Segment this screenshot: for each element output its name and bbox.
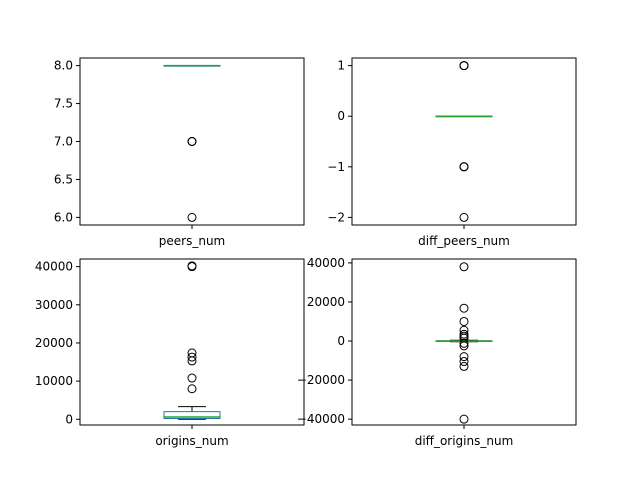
y-tick-label: 7.5 [54,97,73,111]
y-tick-label: 40000 [307,256,345,270]
outlier-point [459,414,469,424]
outlier-point [459,262,469,272]
x-tick-label: diff_peers_num [418,234,510,248]
outlier-point [459,341,469,351]
outlier-point [187,384,197,394]
outlier-point [187,262,197,272]
box [163,411,221,420]
outlier-point [459,338,469,348]
y-tick-label: −40000 [297,412,345,426]
outlier-point [187,356,197,366]
x-tick-label: peers_num [159,234,225,248]
y-tick-label: 0 [337,109,345,123]
subplot-3: 0 10000 20000 30000 40000 origins_num [35,258,305,448]
x-tick-label: diff_origins_num [415,434,514,448]
y-tick-label: 40000 [35,260,73,274]
y-tick-label: 7.0 [54,135,73,149]
y-tick-label: −2 [327,210,345,224]
outlier-point [459,61,469,71]
y-tick-label: −20000 [297,373,345,387]
y-tick-label: 8.0 [54,59,73,73]
outlier-point [187,352,197,362]
subplot-4: −40000 −20000 0 20000 40000 diff_origins_num [297,256,577,448]
outlier-point [459,316,469,326]
outlier-point [459,303,469,313]
outlier-point [459,212,469,222]
outlier-point [187,137,197,146]
x-tick-label: origins_num [155,434,228,448]
outlier-point [459,357,469,367]
subplot-2: −2 −1 0 1 diff_peers_num [327,57,577,248]
y-tick-label: 20000 [307,295,345,309]
y-tick-label: 20000 [35,336,73,350]
y-tick-label: 6.0 [54,210,73,224]
outlier-point [187,373,197,383]
y-tick-label: −1 [327,160,345,174]
outlier-point [459,352,469,362]
outlier-point [459,361,469,371]
subplot-1: 6.0 6.5 7.0 7.5 8.0 peers_num [54,57,305,248]
y-tick-label: 6.5 [54,172,73,186]
y-tick-label: 0 [65,412,73,426]
y-tick-label: 0 [337,334,345,348]
y-tick-label: 30000 [35,298,73,312]
y-tick-label: 10000 [35,374,73,388]
y-tick-label: 1 [337,59,345,73]
outlier-point [187,212,197,222]
outlier-point [459,162,469,172]
